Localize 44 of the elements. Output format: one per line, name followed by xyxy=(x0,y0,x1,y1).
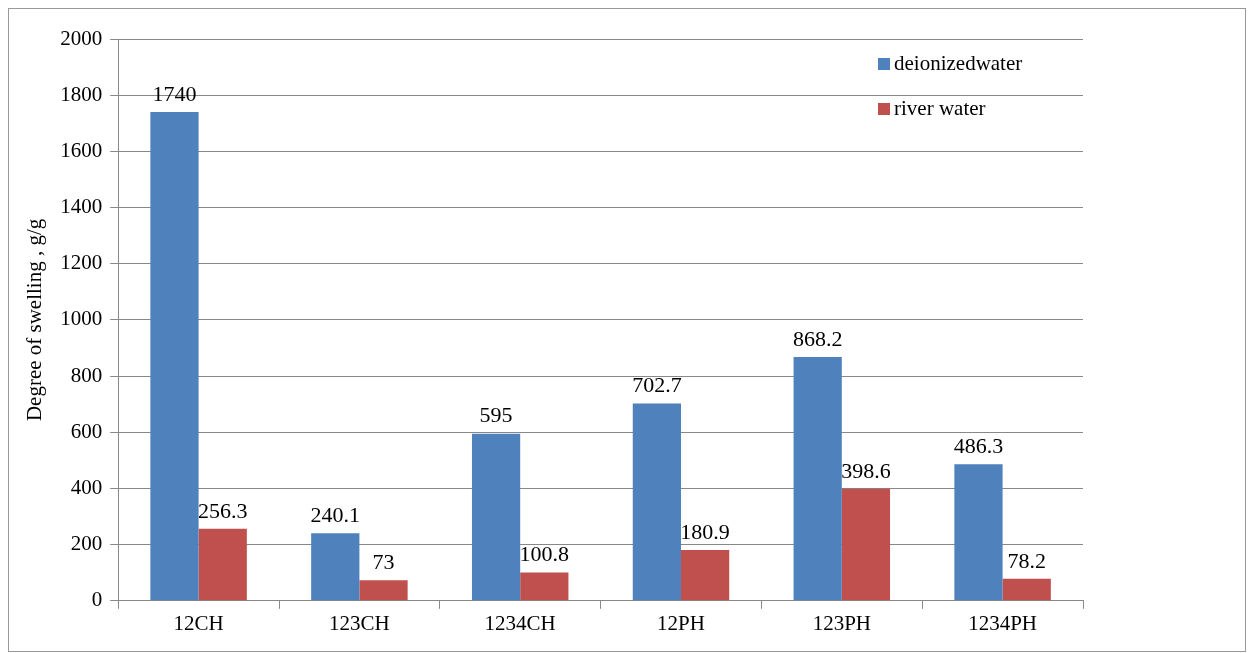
bar xyxy=(954,464,1003,601)
y-tick-label: 1600 xyxy=(60,137,103,162)
bar xyxy=(520,572,569,601)
y-tick-label: 2000 xyxy=(60,25,103,50)
bar xyxy=(150,112,199,601)
data-label: 180.9 xyxy=(680,518,730,544)
data-label: 595 xyxy=(479,402,513,428)
x-tick-label: 1234CH xyxy=(484,610,556,635)
data-label: 1740 xyxy=(152,80,197,106)
data-label: 486.3 xyxy=(953,432,1004,458)
data-label: 398.6 xyxy=(841,457,891,483)
y-tick-label: 1800 xyxy=(60,81,103,106)
data-label: 240.1 xyxy=(310,502,361,528)
bar xyxy=(1002,578,1051,601)
data-label: 100.8 xyxy=(519,541,570,567)
x-tick-label: 123CH xyxy=(329,610,390,635)
y-tick-label: 600 xyxy=(70,418,103,443)
x-tick-label: 1234PH xyxy=(968,610,1038,635)
bar xyxy=(681,549,730,601)
x-tick-label: 12CH xyxy=(173,610,224,635)
bar xyxy=(359,580,408,601)
x-tick-label: 123PH xyxy=(812,610,871,635)
bar xyxy=(632,403,681,601)
bar xyxy=(198,528,247,601)
x-tick-label: 12PH xyxy=(657,610,705,635)
data-label: 73 xyxy=(372,549,395,575)
data-label: 702.7 xyxy=(632,372,682,398)
data-label: 78.2 xyxy=(1007,547,1046,573)
legend-label: deionizedwater xyxy=(894,50,1023,75)
bar xyxy=(471,433,521,601)
y-tick-label: 1200 xyxy=(60,250,103,275)
y-tick-label: 800 xyxy=(70,362,103,387)
y-tick-label: 200 xyxy=(70,531,103,556)
bar xyxy=(793,356,842,601)
legend-label: river water xyxy=(894,95,986,120)
y-tick-label: 0 xyxy=(91,587,103,612)
y-tick-label: 400 xyxy=(70,474,103,499)
y-tick-label: 1400 xyxy=(60,194,103,219)
bar xyxy=(311,533,360,601)
y-tick-label: 1000 xyxy=(60,306,103,331)
y-axis-title: Degree of swelling , g/g xyxy=(22,218,47,422)
data-label: 868.2 xyxy=(792,325,843,351)
data-label: 256.3 xyxy=(197,497,248,523)
bar xyxy=(841,488,891,601)
